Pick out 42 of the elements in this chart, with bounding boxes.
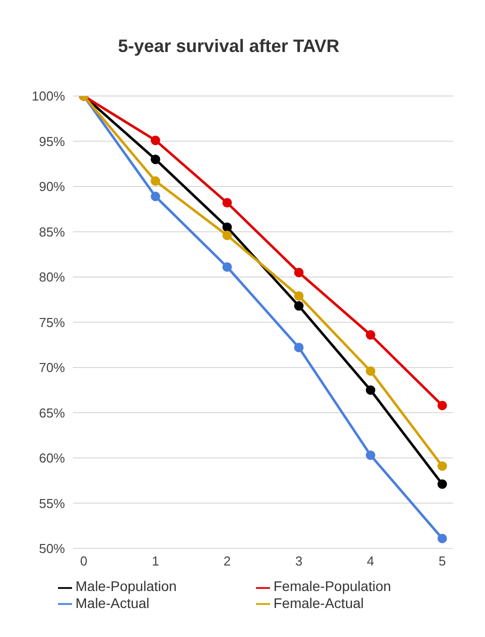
point	[222, 262, 232, 272]
y-tick-label: 75%	[38, 314, 66, 330]
point	[150, 136, 160, 146]
legend-label: Female-Actual	[274, 594, 365, 611]
point	[294, 342, 304, 352]
y-tick-label: 55%	[38, 496, 66, 511]
point	[150, 176, 160, 186]
point	[222, 198, 232, 208]
y-tick-label: 95%	[38, 134, 66, 149]
x-tick-label: 2	[224, 554, 231, 569]
x-tick-label: 1	[152, 554, 160, 569]
x-tick-label: 4	[366, 554, 374, 569]
y-tick-label: 90%	[38, 179, 66, 194]
point	[294, 301, 304, 311]
point	[366, 330, 376, 340]
y-tick-label: 80%	[38, 270, 66, 285]
point	[150, 192, 160, 202]
point	[437, 461, 447, 471]
point	[366, 366, 376, 376]
point	[294, 268, 304, 278]
y-tick-label: 70%	[38, 360, 66, 376]
point	[222, 230, 232, 240]
legend-label: Male-Actual	[76, 594, 150, 611]
legend-label: Female-Population	[274, 578, 392, 594]
point	[437, 479, 447, 489]
y-tick-label: 100%	[32, 88, 66, 104]
point	[366, 385, 376, 395]
point	[366, 450, 376, 460]
y-tick-label: 50%	[38, 541, 66, 556]
x-tick-label: 5	[438, 554, 446, 569]
x-tick-label: 3	[295, 554, 302, 569]
legend-label: Male-Population	[76, 578, 178, 594]
x-tick-label: 0	[80, 554, 88, 569]
point	[437, 534, 447, 544]
y-tick-label: 85%	[38, 224, 66, 240]
y-tick-label: 65%	[38, 405, 66, 420]
y-tick-label: 60%	[38, 450, 66, 466]
point	[150, 154, 160, 164]
point	[437, 400, 447, 410]
chart-title: 5-year survival after TAVR	[118, 36, 340, 57]
point	[222, 222, 232, 232]
point	[294, 291, 304, 301]
